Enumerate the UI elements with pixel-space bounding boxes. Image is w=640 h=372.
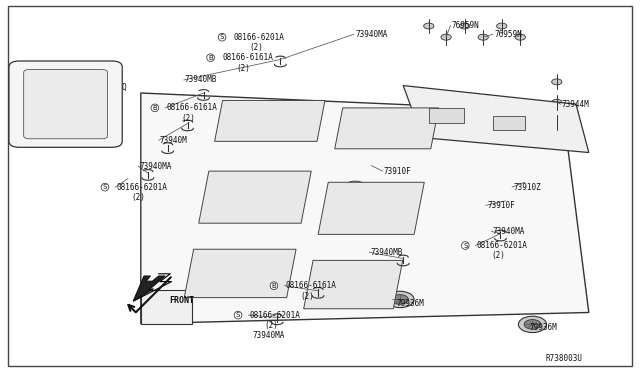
Text: 73967Q: 73967Q bbox=[99, 83, 127, 92]
Bar bbox=[493, 116, 525, 130]
Bar bbox=[429, 108, 464, 123]
Text: B: B bbox=[152, 105, 157, 111]
Text: S: S bbox=[103, 184, 107, 190]
Text: S: S bbox=[220, 34, 224, 40]
Text: 73940MA: 73940MA bbox=[253, 331, 285, 340]
Text: 79936M: 79936M bbox=[396, 299, 424, 308]
Text: 76959N: 76959N bbox=[494, 30, 522, 39]
Polygon shape bbox=[198, 171, 311, 223]
Text: 73940MB: 73940MB bbox=[185, 76, 218, 84]
Circle shape bbox=[460, 23, 470, 29]
Polygon shape bbox=[141, 93, 589, 324]
Circle shape bbox=[392, 295, 408, 304]
Polygon shape bbox=[184, 249, 296, 298]
Text: 73910F: 73910F bbox=[487, 201, 515, 210]
Circle shape bbox=[478, 34, 488, 40]
Text: B: B bbox=[271, 283, 276, 289]
Text: (2): (2) bbox=[131, 193, 145, 202]
Circle shape bbox=[497, 23, 507, 29]
Text: 73940M: 73940M bbox=[160, 136, 188, 145]
Circle shape bbox=[351, 186, 359, 190]
FancyBboxPatch shape bbox=[9, 61, 122, 147]
Text: 08166-6201A: 08166-6201A bbox=[250, 311, 300, 320]
Text: (2): (2) bbox=[264, 321, 278, 330]
Text: 08166-6201A: 08166-6201A bbox=[234, 33, 284, 42]
Polygon shape bbox=[214, 100, 325, 141]
Circle shape bbox=[524, 320, 541, 329]
Text: (2): (2) bbox=[250, 43, 264, 52]
Circle shape bbox=[424, 23, 434, 29]
Text: S: S bbox=[236, 312, 240, 318]
Text: (2): (2) bbox=[300, 292, 314, 301]
Circle shape bbox=[552, 120, 562, 126]
Circle shape bbox=[518, 316, 547, 333]
Text: (2): (2) bbox=[492, 251, 506, 260]
Circle shape bbox=[386, 291, 414, 308]
Text: FRONT: FRONT bbox=[170, 296, 195, 305]
Text: 73944M: 73944M bbox=[562, 100, 589, 109]
Polygon shape bbox=[141, 290, 192, 324]
Text: S: S bbox=[463, 243, 467, 248]
Polygon shape bbox=[133, 276, 165, 301]
Text: (2): (2) bbox=[181, 114, 195, 123]
Text: 73940MA: 73940MA bbox=[493, 227, 525, 236]
Text: 08166-6201A: 08166-6201A bbox=[116, 183, 167, 192]
Polygon shape bbox=[335, 108, 438, 149]
Text: 08166-6161A: 08166-6161A bbox=[166, 103, 217, 112]
FancyBboxPatch shape bbox=[24, 70, 108, 139]
Text: 76959N: 76959N bbox=[452, 21, 479, 30]
Text: 73940MA: 73940MA bbox=[140, 162, 172, 171]
Polygon shape bbox=[304, 260, 403, 309]
Text: 79936M: 79936M bbox=[529, 323, 557, 332]
Polygon shape bbox=[403, 86, 589, 153]
Circle shape bbox=[552, 99, 562, 105]
Polygon shape bbox=[318, 182, 424, 234]
Circle shape bbox=[552, 79, 562, 85]
Text: 08166-6161A: 08166-6161A bbox=[285, 281, 336, 290]
Text: 73940MA: 73940MA bbox=[355, 30, 388, 39]
Text: R738003U: R738003U bbox=[545, 354, 582, 363]
Text: B: B bbox=[208, 55, 213, 61]
Text: 08166-6161A: 08166-6161A bbox=[222, 53, 273, 62]
Text: 73910Z: 73910Z bbox=[513, 183, 541, 192]
Text: 73940MB: 73940MB bbox=[371, 248, 403, 257]
Text: (2): (2) bbox=[237, 64, 251, 73]
Circle shape bbox=[441, 34, 451, 40]
Circle shape bbox=[515, 34, 525, 40]
Text: 08166-6201A: 08166-6201A bbox=[477, 241, 527, 250]
Text: 73910F: 73910F bbox=[384, 167, 412, 176]
